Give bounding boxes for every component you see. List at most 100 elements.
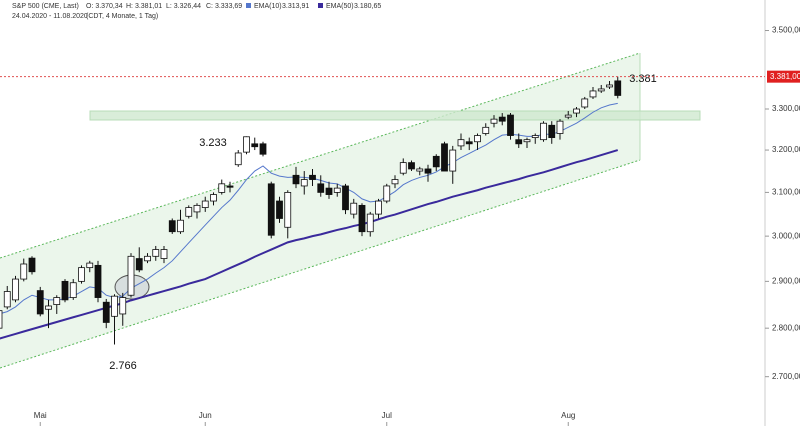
candle-body xyxy=(581,98,589,108)
candle-body xyxy=(300,179,308,187)
candle-body xyxy=(424,168,432,174)
y-tick-label: 3.200,00 xyxy=(772,145,800,154)
candle-body xyxy=(251,143,259,148)
candle-body xyxy=(218,183,226,193)
candle-body xyxy=(119,297,127,315)
candle-body xyxy=(399,162,407,174)
y-tick-label: 3.500,00 xyxy=(772,26,800,35)
legend-value: 3.313,91 xyxy=(282,3,309,10)
candle-body xyxy=(432,155,440,168)
candle-body xyxy=(366,213,374,233)
last-price-box xyxy=(767,70,800,83)
ohlc-field: C: 3.333,69 xyxy=(206,3,242,10)
candle-body xyxy=(482,126,490,134)
ohlc-field: H: 3.381,01 xyxy=(126,3,162,10)
x-tick-label: Mai xyxy=(34,411,47,420)
candle-body xyxy=(457,139,465,147)
candle-body xyxy=(243,136,250,153)
candle-body xyxy=(465,141,473,145)
candle-body xyxy=(276,200,283,219)
candle-body xyxy=(358,204,366,233)
candle-body xyxy=(531,135,539,139)
x-tick-label: Jun xyxy=(199,411,212,420)
candle-body xyxy=(267,183,275,236)
candle-body xyxy=(28,257,36,273)
candle-body xyxy=(234,152,242,166)
candle-body xyxy=(416,168,424,172)
candle-body xyxy=(193,204,201,213)
candle-body xyxy=(210,194,217,202)
candle-body xyxy=(61,280,69,301)
candle-body xyxy=(78,267,85,282)
annotation: 2.766 xyxy=(109,360,137,372)
annotation: 3.233 xyxy=(199,137,227,149)
candle-body xyxy=(408,162,415,170)
candle-body xyxy=(102,301,110,323)
header: S&P 500 (CME, Last) 24.04.2020 - 11.08.2… xyxy=(12,3,381,20)
legend-label: EMA(10) xyxy=(254,3,282,10)
candle-body xyxy=(177,219,184,233)
candle-body xyxy=(325,187,333,195)
candle-body xyxy=(144,255,151,262)
candle-body xyxy=(36,290,44,315)
candle-body xyxy=(441,143,448,172)
candle-body xyxy=(523,139,531,143)
candle-body xyxy=(69,282,77,298)
annotation: 3.381 xyxy=(629,73,657,85)
y-tick-label: 2.900,00 xyxy=(772,276,800,285)
candle-body xyxy=(342,185,349,211)
candle-body xyxy=(45,305,52,310)
candle-body xyxy=(350,202,358,215)
candle-body xyxy=(490,118,498,124)
channel-upper xyxy=(0,52,641,259)
candle-body xyxy=(160,249,168,259)
symbol: S&P 500 (CME, Last) xyxy=(12,3,79,10)
candle-body xyxy=(317,183,325,193)
candle-body xyxy=(333,187,341,193)
y-tick-label: 2.700,00 xyxy=(772,372,800,381)
candle-body xyxy=(3,291,11,308)
ema-line xyxy=(0,149,619,340)
candle-body xyxy=(259,143,267,155)
legend-label: EMA(50) xyxy=(326,3,354,10)
y-tick-label: 2.800,00 xyxy=(772,323,800,332)
date-range: 24.04.2020 - 11.08.2020 xyxy=(12,13,88,20)
candle-body xyxy=(573,108,580,114)
candle-body xyxy=(168,220,176,233)
y-tick-label: 3.300,00 xyxy=(772,104,800,113)
candle-body xyxy=(564,114,572,118)
x-tick-label: Jul xyxy=(382,411,392,420)
candle-body xyxy=(226,185,234,188)
candle-body xyxy=(515,139,523,145)
y-tick-label: 3.000,00 xyxy=(772,231,800,240)
channel-lower xyxy=(0,159,641,369)
candle-body xyxy=(284,192,292,228)
legend-swatch xyxy=(318,3,323,8)
candle-body xyxy=(152,249,160,257)
candle-body xyxy=(12,278,19,301)
ema-line xyxy=(0,102,618,315)
candle-body xyxy=(292,174,300,185)
candle-body xyxy=(111,295,118,317)
candle-body xyxy=(606,84,613,88)
candle-body xyxy=(185,207,193,217)
candle-body xyxy=(507,114,514,136)
candle-body xyxy=(589,90,597,98)
support-zone xyxy=(89,110,701,121)
y-tick-label: 3.100,00 xyxy=(772,188,800,197)
legend-value: 3.180,65 xyxy=(354,3,381,10)
candle-body xyxy=(375,200,382,215)
candle-body xyxy=(94,264,102,298)
candle-body xyxy=(383,185,391,202)
chart-info: (CDT, 4 Monate, 1 Tag) xyxy=(86,13,158,20)
ohlc-field: L: 3.326,44 xyxy=(166,3,201,10)
candle-body xyxy=(53,297,61,305)
candle-body xyxy=(597,88,605,92)
candle-body xyxy=(548,124,556,139)
candle-body xyxy=(614,80,622,96)
trend-channel xyxy=(0,53,640,368)
candle-body xyxy=(20,263,28,280)
last-price-label: 3.381,00 xyxy=(770,72,800,81)
candle-body xyxy=(201,200,209,208)
